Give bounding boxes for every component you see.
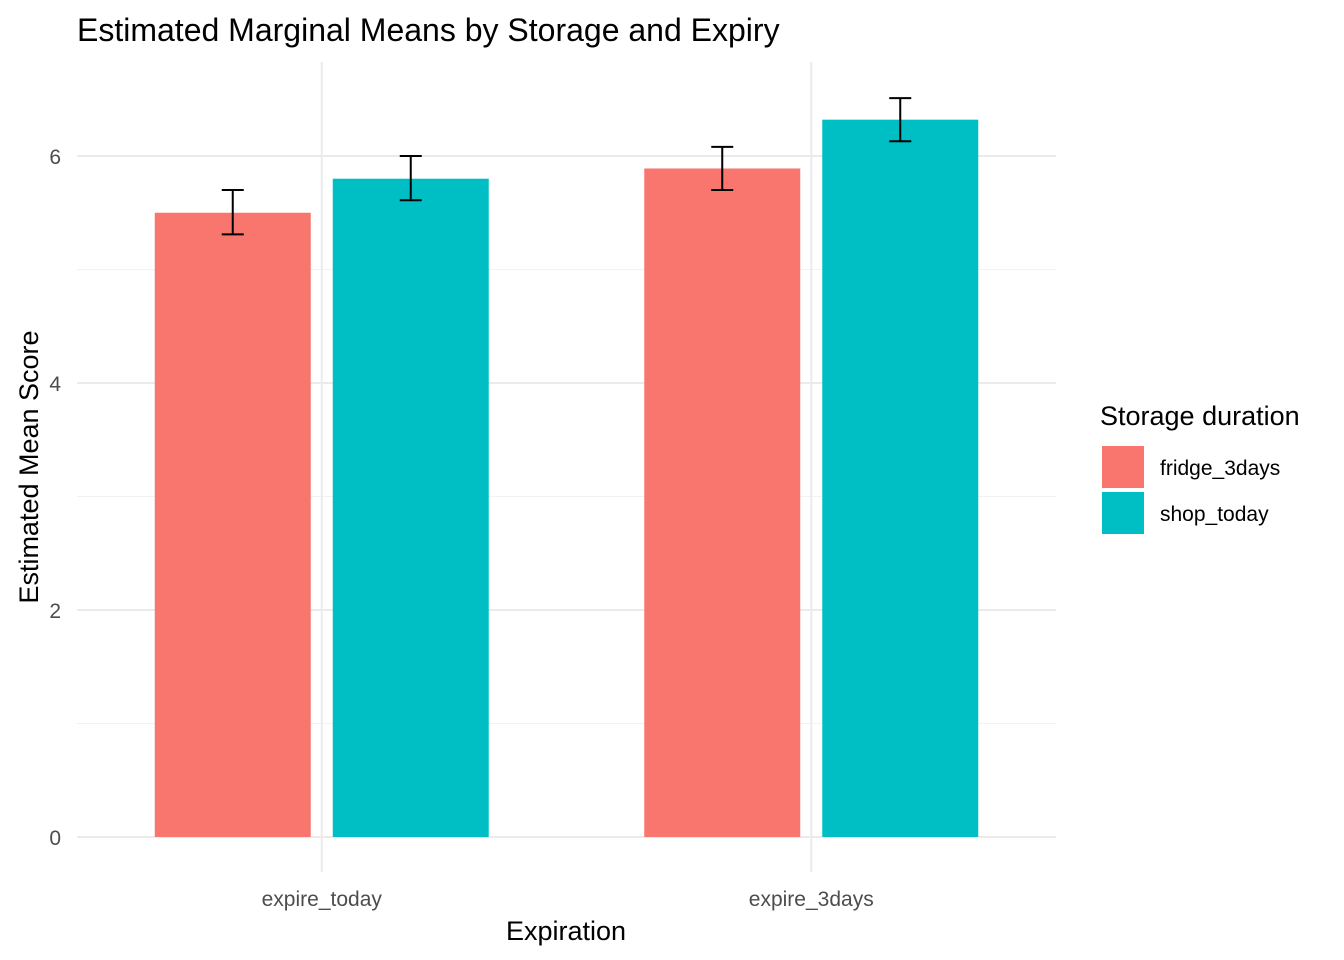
legend: Storage duration fridge_3days shop_today xyxy=(1100,401,1300,534)
chart-title: Estimated Marginal Means by Storage and … xyxy=(77,12,780,48)
legend-swatch-fridge_3days xyxy=(1102,446,1144,488)
y-tick-label: 4 xyxy=(49,373,61,396)
x-axis-ticks: expire_today expire_3days xyxy=(262,888,874,911)
error-bar-shop_today xyxy=(399,155,422,202)
error-bar-shop_today xyxy=(889,97,912,143)
error-bar-fridge_3days xyxy=(221,189,244,236)
x-tick-label: expire_3days xyxy=(749,888,874,911)
error-bar-fridge_3days xyxy=(711,145,734,192)
y-axis-ticks: 0 2 4 6 xyxy=(49,146,61,850)
bar-fridge_3days xyxy=(154,212,311,837)
legend-title: Storage duration xyxy=(1100,401,1300,431)
x-axis-title: Expiration xyxy=(506,916,626,946)
x-tick-label: expire_today xyxy=(262,888,383,911)
y-tick-label: 0 xyxy=(49,827,61,850)
legend-label-fridge_3days: fridge_3days xyxy=(1160,457,1280,480)
bar-fridge_3days xyxy=(644,168,801,838)
y-tick-label: 6 xyxy=(49,146,61,169)
bars xyxy=(154,119,979,838)
bar-shop_today xyxy=(332,178,489,837)
legend-swatch-shop_today xyxy=(1102,492,1144,534)
legend-label-shop_today: shop_today xyxy=(1160,503,1269,526)
bar-shop_today xyxy=(822,119,979,838)
error-bars xyxy=(221,97,912,236)
y-tick-label: 2 xyxy=(49,600,61,623)
y-axis-title: Estimated Mean Score xyxy=(14,330,44,603)
